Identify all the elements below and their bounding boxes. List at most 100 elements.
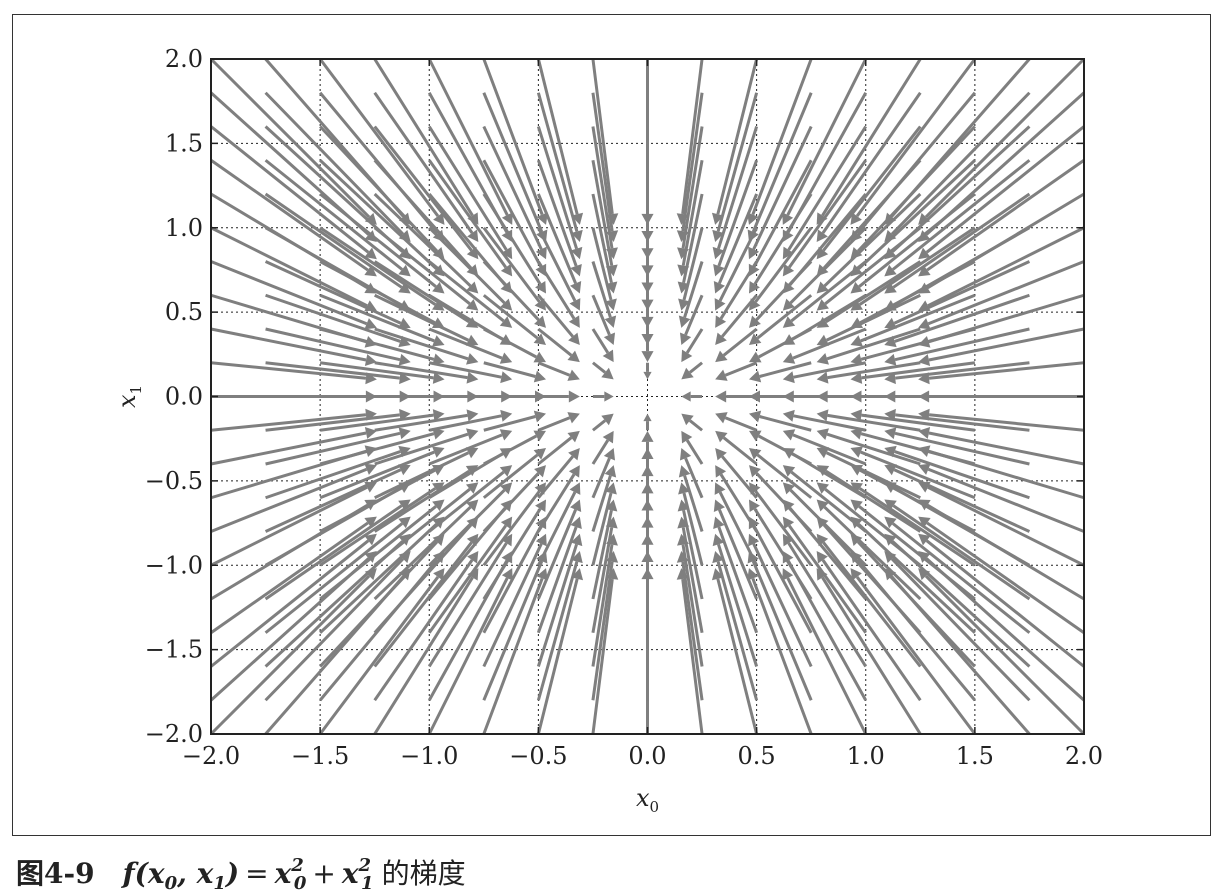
arrow-shaft (681, 561, 704, 701)
arrow-head (782, 429, 796, 441)
arrow-head (884, 464, 897, 476)
arrow-head (816, 353, 829, 365)
arrow-shaft (210, 431, 367, 466)
arrow-head (364, 354, 377, 366)
arrow-shaft (319, 487, 437, 567)
gradient-arrow (374, 428, 479, 466)
gradient-arrow (641, 59, 654, 225)
gradient-arrow (483, 390, 547, 403)
arrow-head (782, 371, 795, 384)
arrow-shaft (724, 361, 758, 377)
gradient-arrow (537, 327, 580, 363)
arrow-head (500, 482, 513, 495)
formula-sup-2a: 2 (291, 855, 304, 876)
gradient-arrow (592, 413, 614, 432)
arrow-shaft (319, 361, 434, 380)
gradient-arrow (374, 327, 479, 365)
arrow-shaft (482, 490, 541, 567)
arrow-shaft (537, 416, 571, 432)
gradient-arrow (677, 159, 704, 277)
gradient-arrow (210, 192, 377, 294)
arrow-head (433, 212, 445, 225)
gradient-arrow (748, 533, 813, 668)
arrow-head (884, 212, 897, 225)
arrow-shaft (210, 539, 370, 668)
gradient-arrow (677, 126, 704, 260)
arrow-head (432, 371, 445, 384)
arrow-head (714, 298, 726, 311)
arrow-head (432, 499, 445, 512)
arrow-shaft (373, 576, 474, 735)
gradient-arrow (427, 568, 513, 735)
arrow-shaft (591, 578, 614, 735)
arrow-shaft (427, 542, 508, 668)
arrow-shaft (860, 293, 976, 343)
gradient-arrow (536, 568, 584, 735)
arrow-shaft (318, 58, 440, 217)
gradient-arrow (482, 447, 547, 499)
formula-sub-1b: 1 (361, 873, 374, 894)
arrow-head (536, 568, 548, 581)
gradient-arrow (373, 550, 479, 702)
arrow-head (466, 428, 479, 440)
arrow-shaft (210, 467, 368, 533)
y-axis-label: x1 (113, 385, 145, 408)
gradient-arrow (782, 125, 868, 260)
arrow-shaft (373, 125, 473, 252)
arrow-head (850, 353, 863, 366)
arrow-shaft (482, 577, 544, 735)
gradient-arrow (318, 91, 445, 243)
gradient-arrow (641, 430, 654, 464)
arrow-shaft (927, 260, 1085, 326)
arrow-shaft (926, 521, 1085, 634)
arrow-head (816, 390, 828, 403)
gradient-arrow (319, 226, 445, 311)
arrow-head (500, 263, 513, 277)
gradient-arrow (373, 482, 479, 567)
arrow-head (499, 352, 513, 364)
arrow-head (918, 265, 931, 277)
arrow-head (601, 413, 614, 426)
arrow-head (816, 568, 828, 581)
gradient-arrow (748, 430, 812, 466)
arrow-head (782, 334, 796, 346)
arrow-head (605, 281, 618, 294)
gradient-arrow (816, 482, 922, 567)
arrow-head (884, 353, 897, 366)
gradient-arrow (712, 533, 759, 667)
arrow-head (604, 391, 614, 402)
gradient-arrow (713, 193, 759, 294)
arrow-shaft (373, 58, 474, 217)
arrow-shaft (786, 92, 868, 234)
arrow-head (641, 334, 654, 346)
arrow-head (816, 428, 829, 440)
arrow-shaft (319, 413, 434, 432)
arrow-head (601, 367, 614, 380)
arrow-shaft (591, 509, 613, 600)
arrow-head (884, 229, 897, 243)
arrow-head (466, 264, 479, 277)
gradient-arrow (264, 260, 411, 329)
arrow-shaft (483, 415, 536, 432)
arrow-shaft (681, 578, 704, 735)
arrow-head (715, 412, 728, 424)
gradient-arrow (918, 91, 1086, 243)
arrow-shaft (894, 450, 1030, 500)
gradient-arrow (482, 465, 547, 533)
arrow-head (747, 568, 759, 581)
gradient-arrow (681, 430, 704, 465)
arrow-shaft (681, 527, 704, 634)
arrow-shaft (536, 509, 577, 600)
gradient-arrow (850, 446, 976, 500)
gradient-arrow (678, 227, 704, 311)
arrow-head (398, 353, 411, 366)
arrow-shaft (591, 457, 611, 499)
arrow-shaft (858, 226, 976, 306)
gradient-arrow (373, 58, 479, 225)
gradient-arrow (536, 92, 583, 243)
arrow-shaft (265, 413, 400, 432)
arrow-shaft (591, 328, 610, 354)
gradient-arrow (210, 159, 377, 277)
gradient-arrow (210, 445, 377, 500)
arrow-shaft (928, 361, 1085, 380)
